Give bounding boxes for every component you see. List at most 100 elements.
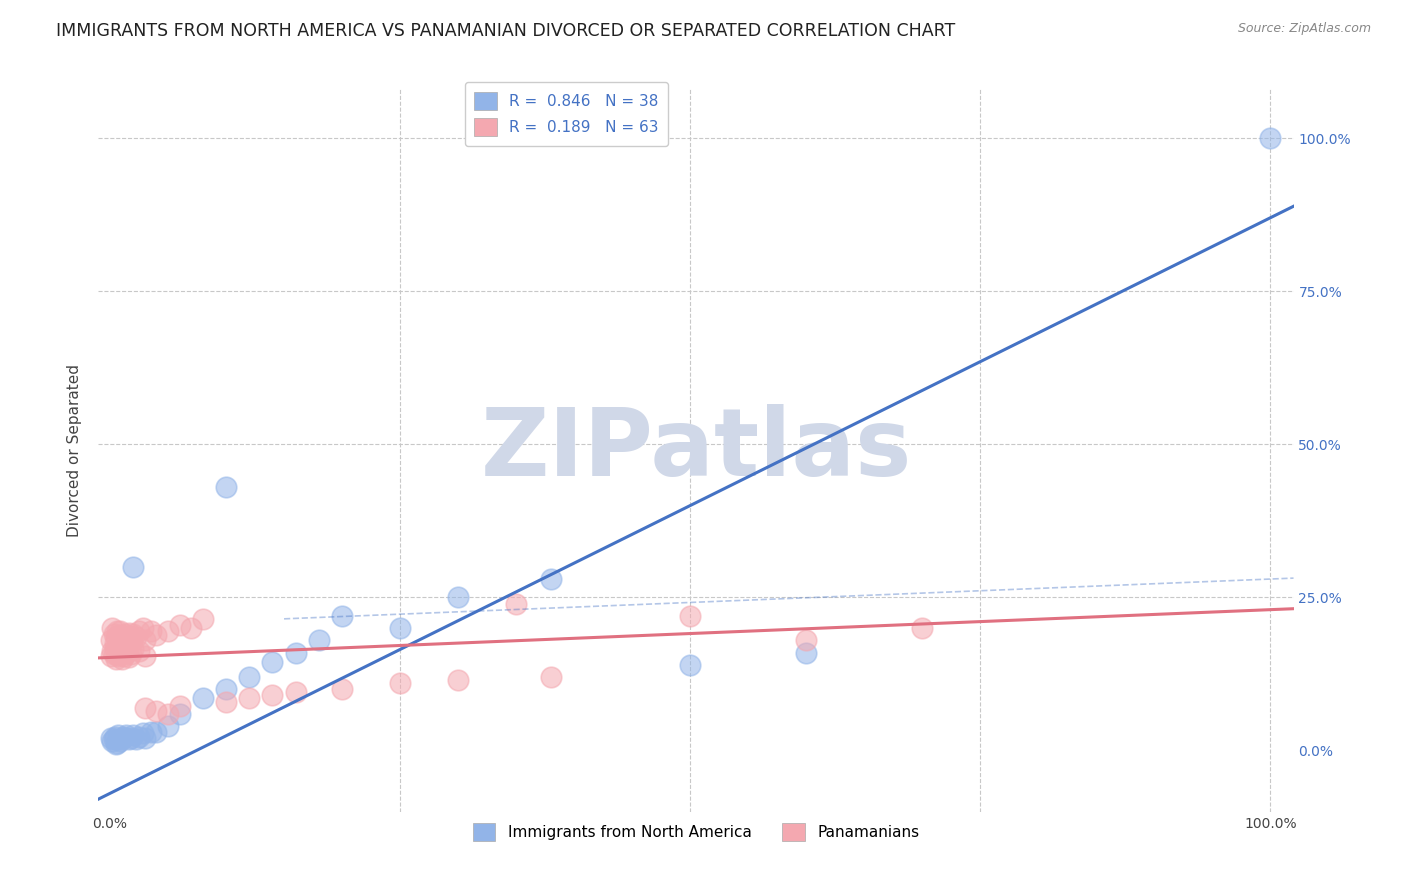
Point bbox=[284, 685, 307, 699]
Point bbox=[128, 730, 150, 744]
Point bbox=[121, 634, 143, 648]
Point bbox=[117, 732, 139, 747]
Point bbox=[122, 642, 145, 657]
Point bbox=[180, 621, 202, 635]
Point bbox=[131, 726, 153, 740]
Point bbox=[679, 608, 702, 623]
Point bbox=[114, 627, 136, 641]
Text: IMMIGRANTS FROM NORTH AMERICA VS PANAMANIAN DIVORCED OR SEPARATED CORRELATION CH: IMMIGRANTS FROM NORTH AMERICA VS PANAMAN… bbox=[56, 22, 956, 40]
Point bbox=[145, 704, 167, 718]
Point bbox=[157, 719, 180, 733]
Point bbox=[117, 626, 139, 640]
Point bbox=[104, 737, 127, 751]
Point bbox=[112, 648, 135, 663]
Point bbox=[134, 648, 156, 663]
Point bbox=[330, 682, 353, 697]
Point bbox=[238, 691, 260, 706]
Point bbox=[134, 700, 156, 714]
Point bbox=[104, 636, 127, 650]
Point bbox=[262, 655, 284, 669]
Text: Source: ZipAtlas.com: Source: ZipAtlas.com bbox=[1237, 22, 1371, 36]
Point bbox=[112, 730, 135, 744]
Point bbox=[101, 644, 124, 658]
Point bbox=[215, 480, 238, 494]
Point bbox=[117, 650, 139, 665]
Point bbox=[104, 651, 127, 665]
Point bbox=[169, 706, 191, 721]
Point bbox=[447, 673, 470, 687]
Point bbox=[101, 621, 124, 635]
Point bbox=[145, 725, 167, 739]
Point bbox=[103, 732, 125, 747]
Point bbox=[389, 676, 412, 690]
Point bbox=[911, 621, 934, 635]
Point bbox=[191, 612, 214, 626]
Point bbox=[110, 734, 132, 748]
Point bbox=[139, 624, 162, 639]
Point bbox=[108, 732, 131, 747]
Point bbox=[145, 628, 167, 642]
Point bbox=[108, 628, 131, 642]
Point bbox=[105, 646, 128, 660]
Point bbox=[100, 648, 122, 663]
Point bbox=[108, 644, 131, 658]
Point bbox=[110, 624, 132, 639]
Y-axis label: Divorced or Separated: Divorced or Separated bbox=[67, 364, 83, 537]
Point bbox=[115, 728, 138, 742]
Point bbox=[131, 621, 153, 635]
Point bbox=[112, 630, 135, 644]
Point bbox=[122, 627, 145, 641]
Point bbox=[389, 621, 412, 635]
Point bbox=[111, 632, 134, 646]
Point bbox=[134, 633, 156, 648]
Point bbox=[100, 633, 122, 648]
Point bbox=[107, 648, 129, 663]
Point bbox=[124, 630, 146, 644]
Point bbox=[215, 682, 238, 697]
Point bbox=[111, 651, 134, 665]
Point bbox=[107, 640, 129, 654]
Point bbox=[115, 646, 138, 660]
Point bbox=[157, 706, 180, 721]
Point bbox=[105, 736, 128, 750]
Point bbox=[122, 559, 145, 574]
Point bbox=[679, 657, 702, 672]
Point bbox=[128, 644, 150, 658]
Point bbox=[103, 627, 125, 641]
Point bbox=[284, 646, 307, 660]
Point bbox=[120, 630, 142, 644]
Point bbox=[215, 694, 238, 708]
Point bbox=[157, 624, 180, 639]
Point bbox=[139, 725, 162, 739]
Point bbox=[1258, 131, 1281, 145]
Point bbox=[118, 636, 141, 650]
Point bbox=[191, 691, 214, 706]
Point bbox=[120, 731, 142, 746]
Point bbox=[120, 647, 142, 661]
Point bbox=[169, 699, 191, 714]
Point bbox=[104, 630, 127, 644]
Legend: Immigrants from North America, Panamanians: Immigrants from North America, Panamania… bbox=[467, 816, 925, 847]
Point bbox=[124, 732, 146, 747]
Point bbox=[505, 597, 527, 611]
Point bbox=[447, 591, 470, 605]
Point bbox=[100, 731, 122, 746]
Point bbox=[540, 572, 562, 586]
Point bbox=[104, 642, 127, 657]
Point bbox=[308, 633, 330, 648]
Point bbox=[117, 632, 139, 646]
Point bbox=[794, 633, 817, 648]
Text: ZIPatlas: ZIPatlas bbox=[481, 404, 911, 497]
Point bbox=[101, 734, 124, 748]
Point bbox=[262, 689, 284, 703]
Point bbox=[103, 647, 125, 661]
Point bbox=[122, 728, 145, 742]
Point bbox=[330, 608, 353, 623]
Point bbox=[110, 647, 132, 661]
Point bbox=[134, 731, 156, 746]
Point bbox=[238, 670, 260, 684]
Point bbox=[794, 646, 817, 660]
Point bbox=[540, 670, 562, 684]
Point bbox=[128, 624, 150, 639]
Point bbox=[111, 636, 134, 650]
